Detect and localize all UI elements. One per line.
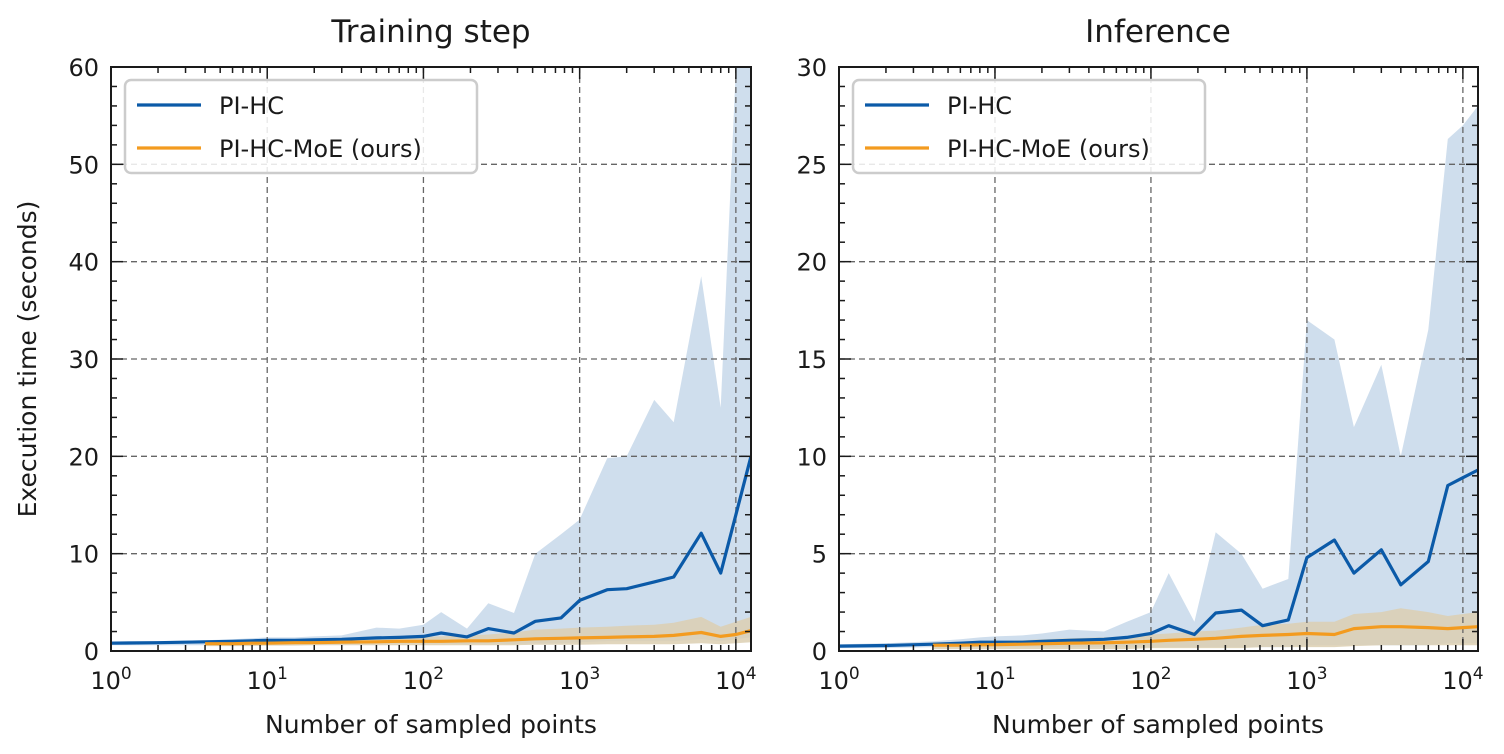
x-tick-label: 104 (715, 664, 756, 695)
y-tick-label: 30 (68, 346, 99, 374)
grid (839, 67, 1478, 651)
y-axis-label: Execution time (seconds) (13, 201, 42, 518)
y-tick-label: 25 (796, 151, 827, 179)
chart-title: Training step (330, 14, 530, 50)
x-axis-label: Number of sampled points (265, 710, 597, 739)
x-tick-label: 100 (818, 664, 859, 695)
grid (111, 67, 751, 651)
series-line-pi-hc-moe (932, 625, 1478, 647)
x-axis-label: Number of sampled points (992, 710, 1324, 739)
y-tick-label: 60 (68, 54, 99, 82)
y-tick-label: 0 (84, 638, 99, 666)
x-tick-label: 104 (1442, 664, 1483, 695)
x-tick-label: 102 (1130, 664, 1171, 695)
x-tick-label: 103 (559, 664, 600, 695)
legend: PI-HC PI-HC-MoE (ours) (123, 78, 479, 175)
ticks (110, 66, 751, 652)
chart-inference: Inference Number of sampled points 05101… (796, 14, 1483, 739)
y-tick-label: 0 (812, 638, 827, 666)
series-line-pi-hc-moe (205, 629, 751, 646)
y-tick-label: 50 (68, 151, 99, 179)
ticks (838, 66, 1478, 652)
y-tick-label: 20 (68, 443, 99, 471)
legend-label-pi-hc-moe: PI-HC-MoE (ours) (219, 135, 422, 163)
x-tick-label: 100 (90, 664, 131, 695)
x-tick-label: 102 (403, 664, 444, 695)
plot-area (111, 67, 751, 651)
y-tick-label: 15 (796, 346, 827, 374)
x-tick-label: 101 (247, 664, 288, 695)
y-tick-label: 40 (68, 249, 99, 277)
legend: PI-HC PI-HC-MoE (ours) (851, 78, 1207, 175)
legend-label-pi-hc: PI-HC (219, 92, 284, 120)
legend-label-pi-hc-moe: PI-HC-MoE (ours) (947, 135, 1150, 163)
y-tick-label: 10 (796, 443, 827, 471)
legend-label-pi-hc: PI-HC (947, 92, 1012, 120)
x-tick-label: 103 (1286, 664, 1327, 695)
chart-training-step: Training step Number of sampled points 0… (68, 14, 756, 739)
legend-box (123, 78, 479, 175)
series-line-pi-hc (839, 468, 1478, 648)
y-tick-label: 10 (68, 541, 99, 569)
y-tick-label: 30 (796, 54, 827, 82)
series-line-pi-hc (111, 455, 751, 645)
plot-area (839, 67, 1478, 651)
confidence-band-pi-hc (111, 67, 751, 646)
x-tick-label: 101 (974, 664, 1015, 695)
confidence-band-pi-hc (839, 105, 1478, 649)
legend-box (851, 78, 1207, 175)
y-tick-label: 5 (812, 541, 827, 569)
y-tick-label: 20 (796, 249, 827, 277)
chart-title: Inference (1085, 14, 1231, 50)
